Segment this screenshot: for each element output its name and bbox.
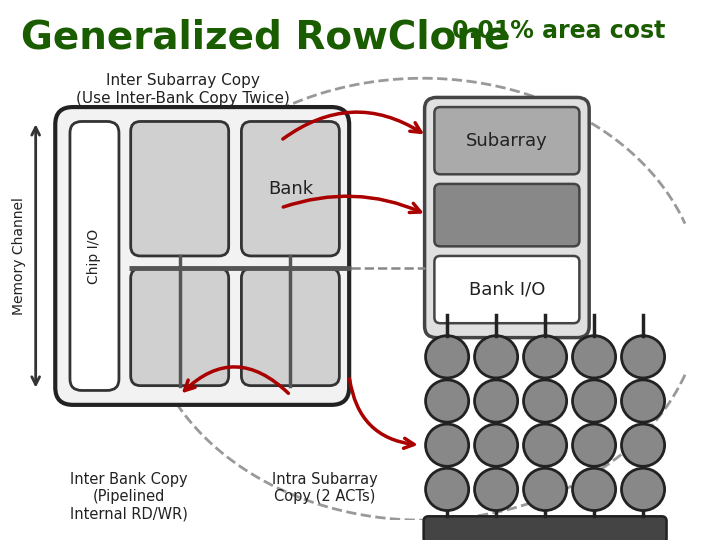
Circle shape	[621, 424, 665, 467]
Circle shape	[474, 336, 518, 378]
Text: Bank I/O: Bank I/O	[469, 281, 545, 299]
Circle shape	[572, 468, 616, 510]
Text: 0.01% area cost: 0.01% area cost	[452, 19, 665, 43]
Text: Inter Subarray Copy
(Use Inter-Bank Copy Twice): Inter Subarray Copy (Use Inter-Bank Copy…	[76, 73, 289, 106]
FancyBboxPatch shape	[70, 122, 119, 390]
Circle shape	[621, 468, 665, 510]
Text: Inter Bank Copy
(Pipelined
Internal RD/WR): Inter Bank Copy (Pipelined Internal RD/W…	[70, 472, 188, 522]
Circle shape	[523, 424, 567, 467]
FancyBboxPatch shape	[131, 122, 229, 256]
Text: Memory Channel: Memory Channel	[12, 197, 26, 315]
Circle shape	[572, 336, 616, 378]
FancyBboxPatch shape	[131, 268, 229, 386]
FancyBboxPatch shape	[55, 107, 349, 405]
Circle shape	[426, 380, 469, 422]
Circle shape	[572, 424, 616, 467]
Text: Chip I/O: Chip I/O	[87, 228, 102, 284]
Circle shape	[426, 468, 469, 510]
Circle shape	[621, 336, 665, 378]
FancyBboxPatch shape	[241, 268, 339, 386]
Circle shape	[474, 424, 518, 467]
Circle shape	[572, 380, 616, 422]
Circle shape	[523, 336, 567, 378]
Text: Intra Subarray
Copy (2 ACTs): Intra Subarray Copy (2 ACTs)	[271, 472, 377, 504]
Circle shape	[474, 468, 518, 510]
FancyBboxPatch shape	[434, 107, 580, 174]
Text: Generalized RowClone: Generalized RowClone	[21, 19, 510, 57]
FancyBboxPatch shape	[423, 516, 667, 540]
Text: Bank: Bank	[268, 180, 313, 198]
Circle shape	[523, 380, 567, 422]
FancyBboxPatch shape	[434, 184, 580, 246]
Text: Subarray: Subarray	[466, 132, 548, 150]
FancyBboxPatch shape	[434, 256, 580, 323]
Circle shape	[426, 424, 469, 467]
Circle shape	[523, 468, 567, 510]
Circle shape	[426, 336, 469, 378]
Circle shape	[621, 380, 665, 422]
Circle shape	[474, 380, 518, 422]
FancyBboxPatch shape	[425, 97, 589, 338]
FancyBboxPatch shape	[241, 122, 339, 256]
